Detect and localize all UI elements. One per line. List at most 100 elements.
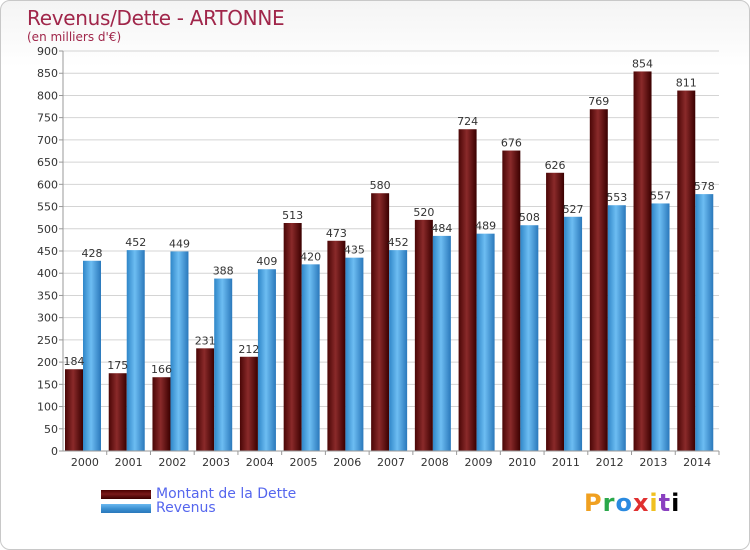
y-tick-label: 800 [37,89,58,102]
logo-letter: t [658,489,672,517]
x-tick-label: 2008 [421,456,449,469]
bar-revenus [432,235,451,451]
y-tick-label: 500 [37,223,58,236]
logo-letter: P [584,489,603,517]
x-tick-label: 2007 [377,456,405,469]
data-labels: 184 428 175 452 166 449 231 388 212 409 513 420 473 4… [64,57,715,376]
bar-dette [371,193,390,451]
bar-revenus [126,250,145,451]
data-label-dette: 769 [588,95,609,108]
x-tick-label: 2012 [596,456,624,469]
y-tick-label: 0 [51,445,58,458]
bar-dette [65,369,83,451]
data-label-revenus: 508 [519,211,540,224]
y-tick-label: 550 [37,201,58,214]
bar-revenus [214,278,233,451]
y-tick-label: 750 [37,112,58,125]
logo-letter: i [671,489,681,517]
data-label-dette: 724 [457,115,478,128]
logo-letter: r [602,489,616,517]
bar-dette [152,377,171,451]
x-tick-label: 2005 [290,456,318,469]
bar-revenus [170,251,189,451]
y-tick-label: 400 [37,267,58,280]
bar-revenus [564,216,583,451]
bar-revenus [345,257,364,451]
data-label-dette: 231 [195,334,216,347]
data-label-dette: 184 [64,355,85,368]
data-label-dette: 626 [545,159,566,172]
bar-dette [283,223,302,451]
data-label-revenus: 428 [82,247,103,260]
y-tick-label: 100 [37,401,58,414]
y-tick-label: 50 [44,423,58,436]
bar-dette [677,90,696,452]
logo-letter: x [632,489,650,517]
data-label-revenus: 388 [213,265,234,278]
bar-dette [546,172,565,451]
data-label-dette: 811 [676,77,697,90]
y-tick-label: 850 [37,67,58,80]
data-label-revenus: 527 [563,203,584,216]
bar-dette [108,373,127,451]
x-tick-label: 2002 [158,456,186,469]
bar-revenus [476,233,495,451]
x-tick-label: 2009 [464,456,492,469]
data-label-dette: 212 [238,343,259,356]
legend-label-dette: Montant de la Dette [156,486,297,502]
data-label-revenus: 578 [694,180,715,193]
bar-revenus [520,225,539,451]
bar-revenus [651,203,670,451]
data-label-dette: 580 [370,179,391,192]
bar-revenus [607,205,626,451]
x-tick-label: 2001 [115,456,143,469]
x-tick-label: 2003 [202,456,230,469]
x-axis-ticks: 2000 2001 2002 2003 2004 2005 2006 2007 2008 2009… [71,451,720,469]
bars [65,71,714,452]
proxiti-logo: Proxiti [584,489,680,517]
bar-revenus [389,250,408,451]
y-tick-label: 350 [37,289,58,302]
bar-dette [414,219,433,451]
y-axis-ticks: 0 50 100 150 200 250 300 350 400 450 500 550 600 650 7… [37,45,63,458]
data-label-dette: 520 [413,206,434,219]
x-tick-label: 2006 [333,456,361,469]
y-tick-label: 700 [37,134,58,147]
data-label-revenus: 484 [431,222,452,235]
logo-letter: o [615,489,633,517]
data-label-revenus: 449 [169,237,190,250]
data-label-dette: 854 [632,57,653,70]
x-tick-label: 2004 [246,456,274,469]
y-tick-label: 150 [37,378,58,391]
bar-revenus [301,264,320,451]
y-tick-label: 900 [37,45,58,58]
logo-letter: i [649,489,659,517]
y-tick-label: 300 [37,312,58,325]
data-label-revenus: 409 [256,255,277,268]
y-tick-label: 250 [37,334,58,347]
data-label-revenus: 489 [475,220,496,233]
data-label-revenus: 435 [344,244,365,257]
bar-dette [502,150,521,452]
data-label-dette: 166 [151,363,172,376]
y-tick-label: 650 [37,156,58,169]
x-tick-label: 2011 [552,456,580,469]
data-label-dette: 473 [326,227,347,240]
data-label-revenus: 452 [388,236,409,249]
data-label-dette: 175 [107,359,128,372]
bar-dette [239,356,258,451]
data-label-dette: 676 [501,137,522,150]
bar-revenus [695,194,714,451]
bar-dette [633,71,652,451]
data-label-revenus: 553 [606,191,627,204]
data-label-revenus: 420 [300,250,321,263]
bar-dette [458,129,477,451]
chart-subtitle: (en milliers d'€) [27,30,122,44]
data-label-revenus: 557 [650,189,671,202]
legend-swatch-dette [101,490,151,499]
y-tick-label: 200 [37,356,58,369]
bar-dette [327,240,346,451]
x-tick-label: 2014 [683,456,711,469]
